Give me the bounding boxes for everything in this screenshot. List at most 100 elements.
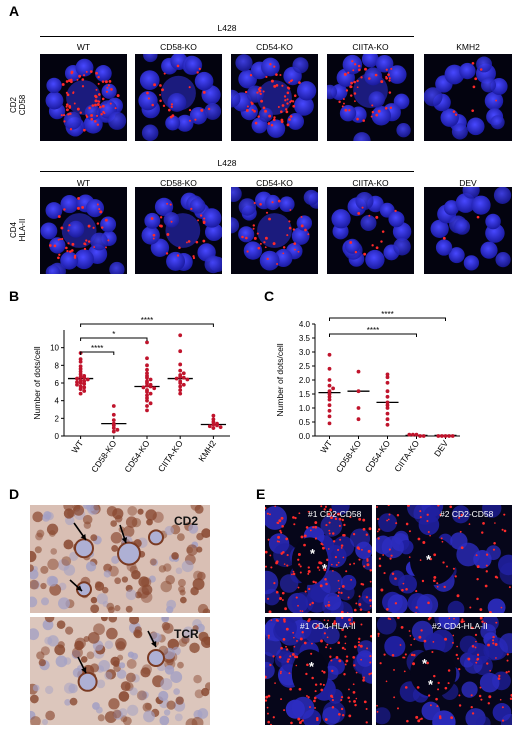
signal-dot [342,98,345,101]
nucleus-shape [476,716,491,725]
signal-dot [452,567,455,570]
nucleus-shape [384,635,406,657]
signal-dot [344,642,347,645]
data-point [185,377,190,382]
nucleus-shape [459,62,476,80]
signal-dot [492,639,495,642]
signal-dot [337,591,340,594]
signal-dot [494,522,496,524]
signal-dot [267,694,271,698]
signal-dot [85,70,88,73]
data-point [78,381,83,385]
signal-dot [363,252,367,256]
signal-dot [202,239,206,243]
fluorescence-field-render [265,617,372,725]
data-point [78,374,83,379]
signal-dot [257,115,260,118]
signal-dot [269,63,272,66]
signal-dot [460,546,464,550]
nucleus-shape [231,187,242,203]
signal-dot [474,633,478,636]
nucleus-shape [364,67,383,86]
row-label-line2: CD58 [18,94,27,116]
signal-dot [163,72,166,75]
signal-dot [359,644,363,648]
signal-dot [284,607,287,611]
col-header-cd54ko-bottom: CD54-KO [256,178,293,188]
signal-dot [428,694,431,697]
significance-bracket [329,333,417,337]
signal-dot [444,686,448,690]
signal-dot [341,628,344,631]
signal-dot [463,620,465,623]
signal-dot [366,563,370,567]
signal-dot [267,720,270,724]
signal-dot [341,518,344,522]
cell-shape [166,605,174,613]
signal-dot [253,201,256,205]
signal-dot [266,706,269,709]
cell-shape [97,714,105,722]
signal-dot [360,582,363,586]
signal-dot [362,527,366,531]
panel-letter-b: B [9,288,20,304]
signal-dot [316,566,320,569]
nucleus-shape [90,232,109,251]
cell-shape [32,511,44,523]
signal-dot [292,228,296,231]
cell-shape [160,678,173,691]
nucleus-shape [100,216,117,233]
signal-dot [151,103,154,107]
signal-dot [470,705,473,709]
signal-dot [283,95,287,98]
cell-shape [140,667,151,678]
signal-dot [327,512,331,516]
signal-dot [313,696,317,700]
nucleus-shape [480,77,497,93]
signal-dot [348,714,352,718]
signal-dot [283,563,286,565]
signal-dot [330,516,333,520]
signal-dot [349,516,352,519]
cell-shape [46,575,58,587]
signal-dot [281,599,284,602]
x-tick-label: WT [318,438,334,455]
signal-dot [279,73,282,77]
signal-dot [472,85,476,89]
cell-shape [181,635,190,644]
signal-dot [419,559,422,561]
signal-dot [471,61,475,65]
signal-dot [84,243,87,246]
cell-shape [64,699,71,706]
signal-dot [345,655,349,658]
signal-dot [377,537,380,540]
nucleus-shape [331,209,351,229]
data-point [145,404,149,408]
nucleus-shape [303,619,327,643]
x-tick-label: CIITA-KO [156,438,185,474]
signal-dot [284,99,287,102]
cell-shape [129,617,140,625]
arrow-head-icon [121,537,128,543]
signal-dot [309,529,312,532]
cell-shape [118,691,130,702]
signal-dot [340,591,343,595]
signal-dot [83,247,87,251]
signal-dot [161,88,164,92]
signal-dot [277,535,281,539]
cell-shape [30,628,40,641]
asterisk-marker: * [428,677,434,692]
signal-dot [94,99,98,103]
signal-dot [335,563,338,567]
signal-dot [77,196,80,200]
data-point [207,424,212,429]
signal-dot [366,647,368,650]
signal-dot [313,699,316,703]
cell-shape [140,591,153,603]
nucleus-shape [421,701,441,721]
signal-dot [316,718,319,722]
signal-dot [282,252,285,255]
signal-dot [468,523,471,525]
data-point [385,389,390,394]
group-line-bottom [40,171,414,172]
